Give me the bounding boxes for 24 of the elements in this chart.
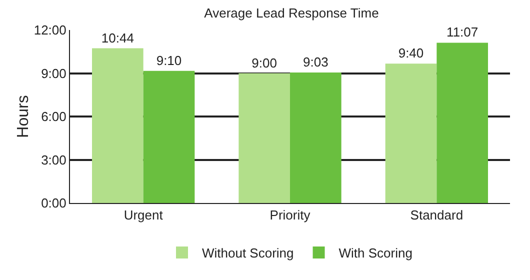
y-tick-label: 0:00 (41, 196, 66, 211)
data-label: 9:03 (303, 54, 328, 70)
bar (143, 70, 195, 203)
x-tick-label: Priority (270, 208, 311, 223)
bar (436, 42, 488, 203)
chart-title: Average Lead Response Time (204, 6, 379, 20)
data-label: 10:44 (101, 30, 134, 46)
y-axis-title: Hours (15, 95, 32, 138)
y-tick-label: 3:00 (41, 152, 66, 168)
legend-label: With Scoring (338, 246, 412, 261)
x-tick-label: Standard (410, 208, 464, 223)
bar (385, 64, 437, 203)
data-label: 11:07 (446, 24, 478, 40)
data-label: 9:10 (156, 52, 182, 68)
data-label: 9:40 (398, 46, 424, 61)
bar (290, 72, 342, 203)
bar (238, 73, 290, 203)
y-tick-label: 12:00 (34, 22, 66, 38)
y-tick-label: 9:00 (41, 66, 66, 81)
x-tick-label: Urgent (124, 208, 164, 223)
legend-label: Without Scoring (202, 246, 294, 261)
data-label: 9:00 (252, 55, 277, 70)
y-tick-label: 6:00 (41, 109, 66, 124)
bar (92, 48, 144, 203)
